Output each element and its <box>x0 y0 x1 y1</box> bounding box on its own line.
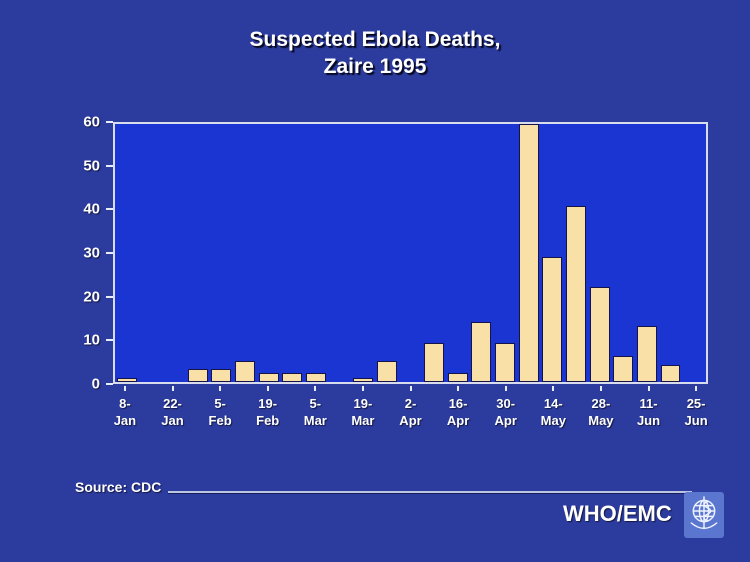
y-tick-mark <box>106 295 113 298</box>
bar-12-feb <box>235 360 255 382</box>
x-tick-label-day: 2- <box>404 396 417 411</box>
bar-28-may <box>589 287 610 382</box>
x-tick-label: 25- Jun <box>685 395 708 429</box>
x-tick-label: 19- Mar <box>351 395 374 429</box>
y-tick-label: 50 <box>83 157 100 175</box>
x-tick-label-day: 5- <box>214 396 226 411</box>
bar-18-jun <box>660 364 681 382</box>
chart-title-line1: Suspected Ebola Deaths, <box>249 28 501 51</box>
x-tick-label-month: Jun <box>684 413 708 428</box>
bar-5-feb <box>211 369 232 382</box>
x-tick-label: 5- Feb <box>209 395 232 429</box>
x-tick-label-day: 19- <box>353 396 373 411</box>
x-tick-label-month: May <box>588 413 614 428</box>
bar-29-jan <box>187 369 208 382</box>
x-tick-label-day: 19- <box>258 396 278 411</box>
x-tick-label-month: Feb <box>208 413 232 428</box>
bar-26-feb <box>282 373 303 382</box>
x-tick-label: 8- Jan <box>114 395 136 429</box>
x-tick-label-day: 11- <box>639 396 658 411</box>
who-logo <box>684 492 724 538</box>
x-tick-label-month: May <box>540 413 566 428</box>
bar-4-jun <box>613 356 634 382</box>
y-tick-label: 20 <box>83 288 100 306</box>
x-tick-mark <box>123 386 126 391</box>
x-tick-label-day: 22- <box>163 396 182 411</box>
x-tick-label: 19- Feb <box>256 395 279 429</box>
y-axis: 0 10 20 30 40 50 60 <box>75 114 113 393</box>
bar-21-may <box>566 205 586 382</box>
x-tick-mark <box>552 386 555 391</box>
x-tick-label-day: 28- <box>591 396 611 411</box>
source-label: Source: CDC <box>75 479 162 495</box>
who-emblem-icon <box>690 496 718 530</box>
x-tick-mark <box>599 386 602 391</box>
plot-area <box>113 122 708 384</box>
x-tick-label-day: 25- <box>686 396 706 411</box>
bar-8-jan <box>116 377 137 382</box>
bar-11-jun <box>636 326 657 382</box>
x-tick-label-month: Mar <box>351 413 375 428</box>
x-tick-label-month: Apr <box>446 413 470 428</box>
bar-14-may <box>542 257 563 382</box>
y-tick-label: 60 <box>83 113 100 131</box>
bar-chart: 0 10 20 30 40 50 60 8- Jan 22- Jan 5- Feb 19- Feb 5- Ma… <box>75 114 720 452</box>
x-tick-mark <box>171 386 174 391</box>
x-tick-label: 11- Jun <box>637 395 660 429</box>
x-tick-mark <box>361 386 364 391</box>
x-tick-label-month: Apr <box>399 413 422 428</box>
x-tick-mark <box>266 386 269 391</box>
x-tick-label-month: Feb <box>256 413 280 428</box>
y-tick-label: 0 <box>91 375 100 393</box>
x-tick-label-day: 8- <box>119 396 131 411</box>
x-tick-mark <box>647 386 650 391</box>
x-tick-label-day: 30- <box>496 396 516 411</box>
x-tick-label-month: Mar <box>303 413 327 428</box>
x-tick-mark <box>504 386 507 391</box>
x-tick-mark <box>695 386 698 391</box>
x-axis: 8- Jan 22- Jan 5- Feb 19- Feb 5- Mar 19- Mar 2- Apr 16… <box>113 386 708 442</box>
y-tick-mark <box>106 383 113 385</box>
x-tick-label: 28- May <box>588 395 613 429</box>
bar-30-apr <box>495 343 515 382</box>
chart-title: Suspected Ebola Deaths, Zaire 1995 <box>0 26 750 80</box>
y-tick-mark <box>106 121 113 123</box>
y-tick-mark <box>106 208 113 211</box>
x-tick-label-month: Apr <box>494 413 517 428</box>
y-tick-label: 40 <box>83 200 100 218</box>
x-tick-label: 2- Apr <box>399 395 421 429</box>
bar-26-mar <box>376 360 397 382</box>
x-tick-mark <box>219 386 222 391</box>
x-tick-label-day: 16- <box>448 396 468 411</box>
y-tick-label: 30 <box>83 244 100 262</box>
x-tick-label: 5- Mar <box>304 395 327 429</box>
x-tick-label: 22- Jan <box>161 395 183 429</box>
x-tick-label: 14- May <box>541 395 566 429</box>
y-tick-mark <box>106 252 113 254</box>
x-tick-label-day: 14- <box>543 396 563 411</box>
bar-19-mar <box>353 377 374 382</box>
bar-7-may <box>518 124 539 382</box>
chart-title-line2: Zaire 1995 <box>323 55 427 78</box>
bar-16-apr <box>447 373 468 382</box>
x-tick-label-day: 5- <box>309 396 322 411</box>
x-tick-label-month: Jun <box>636 413 661 428</box>
x-tick-mark <box>409 386 412 391</box>
x-tick-label-month: Jan <box>113 413 137 428</box>
who-emc-label: WHO/EMC <box>563 501 672 526</box>
y-tick-mark <box>106 164 113 167</box>
y-tick-mark <box>106 339 113 342</box>
x-tick-mark <box>314 386 317 391</box>
bar-9-apr <box>424 343 445 382</box>
bar-23-apr <box>471 321 492 382</box>
x-tick-label-month: Jan <box>161 413 184 428</box>
divider-line <box>168 491 692 493</box>
x-tick-label: 30- Apr <box>494 395 516 429</box>
x-tick-mark <box>457 386 460 391</box>
bar-19-feb <box>258 373 279 382</box>
x-tick-label: 16- Apr <box>447 395 469 429</box>
bar-5-mar <box>306 373 326 382</box>
y-tick-label: 10 <box>83 331 100 349</box>
